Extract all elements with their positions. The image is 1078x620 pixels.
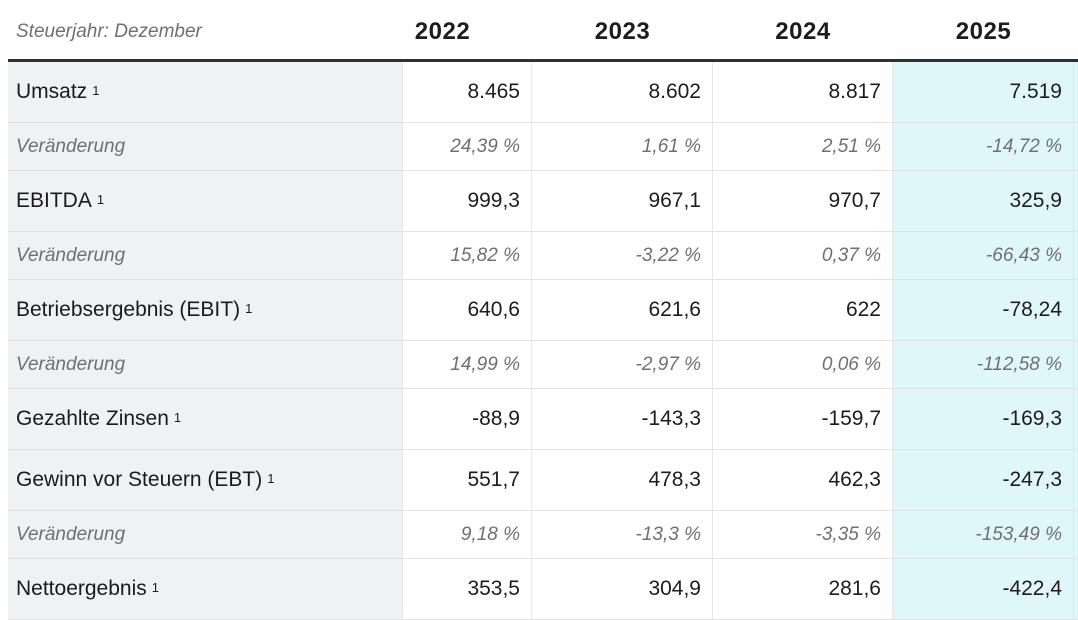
change-label: Veränderung [16,353,126,375]
value-cell-2024: 462,3 [713,450,893,510]
value-cell-2023: 8.602 [532,62,713,122]
footnote-marker: 1 [96,191,105,207]
next-column-sliver [1074,232,1078,279]
value-cell-2024: 8.817 [713,62,893,122]
value-cell-2024: 622 [713,280,893,340]
value-cell-2023: 621,6 [532,280,713,340]
value-cell-2023: 478,3 [532,450,713,510]
table-row-veraenderung: Veränderung 15,82 % -3,22 % 0,37 % -66,4… [8,232,1078,280]
footnote-marker: 1 [245,300,253,316]
metric-label-cell: Gewinn vor Steuern (EBT) 1 [8,450,403,510]
change-label-cell: Veränderung [8,341,403,388]
value-cell-2022: 640,6 [403,280,532,340]
value-cell-2023: 304,9 [532,559,713,619]
change-cell-2023: -3,22 % [532,232,713,279]
value-cell-2022: -88,9 [403,389,532,449]
value-cell-2025: -422,4 [893,559,1074,619]
value-cell-2025: -247,3 [893,450,1074,510]
value-cell-2025: -169,3 [893,389,1074,449]
value-cell-2022: 551,7 [403,450,532,510]
metric-label-cell: Umsatz 1 [8,62,403,122]
value-cell-2022: 353,5 [403,559,532,619]
next-column-sliver [1074,280,1078,340]
value-cell-2025: 325,9 [893,171,1074,231]
next-column-sliver [1074,62,1078,122]
footnote-marker: 1 [267,470,275,486]
table-row-ebit: Betriebsergebnis (EBIT) 1 640,6 621,6 62… [8,280,1078,341]
next-column-sliver [1074,341,1078,388]
value-cell-2022: 8.465 [403,62,532,122]
change-cell-2025: -153,49 % [893,511,1074,558]
metric-label-cell: Betriebsergebnis (EBIT) 1 [8,280,403,340]
next-column-sliver [1074,123,1078,170]
change-cell-2023: -2,97 % [532,341,713,388]
metric-label-cell: EBITDA 1 [8,171,403,231]
next-column-sliver [1074,171,1078,231]
table-row-ebitda: EBITDA 1 999,3 967,1 970,7 325,9 [8,171,1078,232]
value-cell-2024: 970,7 [713,171,893,231]
metric-label-cell: Nettoergebnis 1 [8,559,403,619]
value-cell-2024: 281,6 [713,559,893,619]
next-column-sliver [1074,389,1078,449]
footnote-marker: 1 [173,409,182,425]
change-cell-2025: -66,43 % [893,232,1074,279]
fiscal-year-note: Steuerjahr: Dezember [16,20,202,42]
next-column-sliver [1074,511,1078,558]
footnote-marker: 1 [92,82,100,98]
change-cell-2022: 14,99 % [403,341,532,388]
change-label: Veränderung [16,523,126,545]
value-cell-2023: -143,3 [532,389,713,449]
next-column-sliver [1074,559,1078,619]
table-row-veraenderung: Veränderung 9,18 % -13,3 % -3,35 % -153,… [8,511,1078,559]
value-cell-2024: -159,7 [713,389,893,449]
change-cell-2022: 15,82 % [403,232,532,279]
change-cell-2024: 0,37 % [713,232,893,279]
table-row-veraenderung: Veränderung 14,99 % -2,97 % 0,06 % -112,… [8,341,1078,389]
metric-label: Umsatz [16,80,88,103]
table-header-row: Steuerjahr: Dezember 2022 2023 2024 2025 [8,0,1078,62]
footnote-marker: 1 [151,579,159,595]
change-label-cell: Veränderung [8,232,403,279]
table-row-ebt: Gewinn vor Steuern (EBT) 1 551,7 478,3 4… [8,450,1078,511]
change-cell-2023: -13,3 % [532,511,713,558]
metric-label: Gezahlte Zinsen [16,407,169,430]
value-cell-2025: 7.519 [893,62,1074,122]
table-row-veraenderung: Veränderung 24,39 % 1,61 % 2,51 % -14,72… [8,123,1078,171]
value-cell-2023: 967,1 [532,171,713,231]
metric-label: Gewinn vor Steuern (EBT) [16,468,263,491]
year-header-2025: 2025 [955,17,1012,45]
year-header-2023: 2023 [594,17,651,45]
financials-table: Steuerjahr: Dezember 2022 2023 2024 2025… [8,0,1078,620]
change-cell-2024: 2,51 % [713,123,893,170]
year-header-2022: 2022 [414,17,471,45]
change-label: Veränderung [16,135,126,157]
next-column-sliver [1074,450,1078,510]
change-cell-2022: 9,18 % [403,511,532,558]
metric-label: Betriebsergebnis (EBIT) [16,298,241,321]
change-label-cell: Veränderung [8,511,403,558]
change-cell-2022: 24,39 % [403,123,532,170]
change-cell-2025: -112,58 % [893,341,1074,388]
table-row-zinsen: Gezahlte Zinsen 1 -88,9 -143,3 -159,7 -1… [8,389,1078,450]
metric-label-cell: Gezahlte Zinsen 1 [8,389,403,449]
table-row-umsatz: Umsatz 1 8.465 8.602 8.817 7.519 [8,62,1078,123]
change-cell-2024: -3,35 % [713,511,893,558]
change-cell-2023: 1,61 % [532,123,713,170]
change-label: Veränderung [16,244,126,266]
value-cell-2022: 999,3 [403,171,532,231]
year-header-2024: 2024 [775,17,831,45]
metric-label: EBITDA [16,189,92,212]
table-row-nettoergebnis: Nettoergebnis 1 353,5 304,9 281,6 -422,4 [8,559,1078,620]
change-cell-2025: -14,72 % [893,123,1074,170]
change-label-cell: Veränderung [8,123,403,170]
metric-label: Nettoergebnis [16,577,147,600]
value-cell-2025: -78,24 [893,280,1074,340]
change-cell-2024: 0,06 % [713,341,893,388]
